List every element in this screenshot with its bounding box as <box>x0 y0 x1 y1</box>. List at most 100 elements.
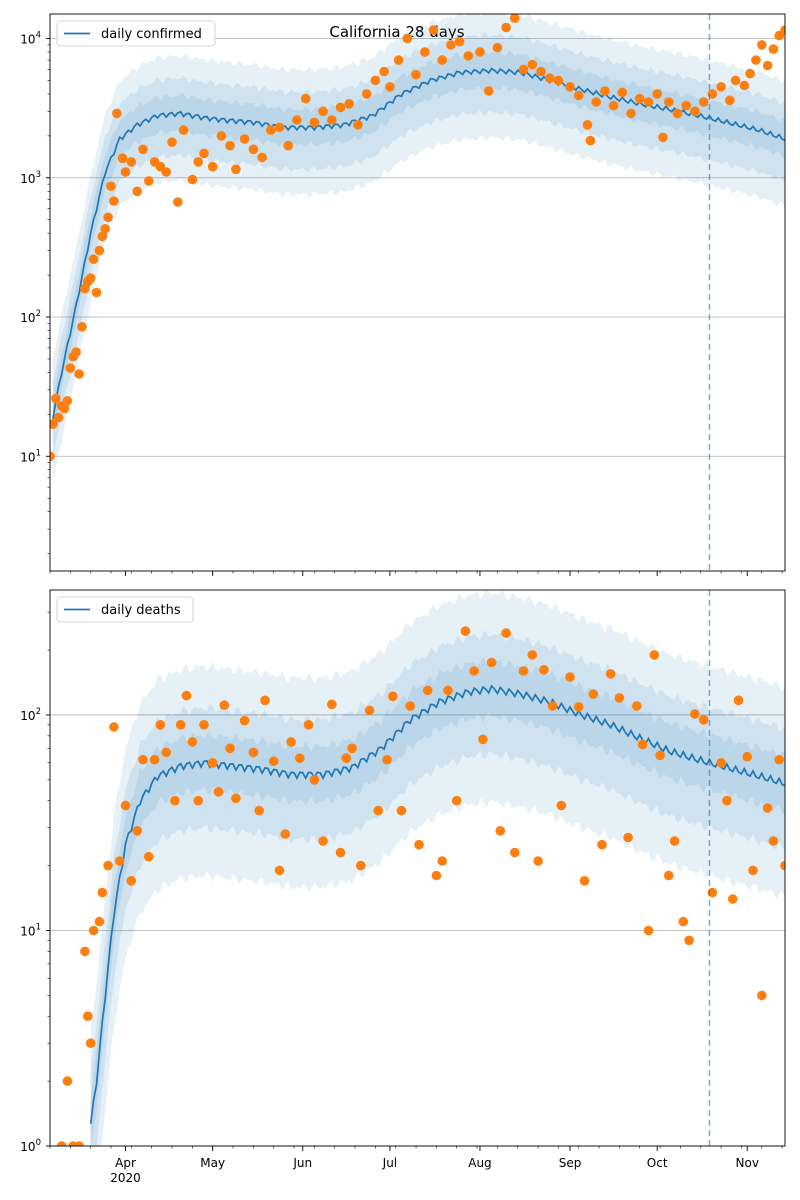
observed-point <box>120 800 131 811</box>
observed-point <box>751 55 761 65</box>
observed-point <box>420 47 430 57</box>
legend: daily confirmed <box>56 20 216 47</box>
observed-point <box>187 737 198 747</box>
uncertainty-band <box>90 590 785 1146</box>
observed-point <box>605 669 616 679</box>
observed-point <box>431 870 442 881</box>
observed-point <box>672 108 683 119</box>
observed-point <box>341 753 352 763</box>
observed-point <box>422 685 433 696</box>
observed-point <box>652 89 662 99</box>
observed-point <box>768 836 779 846</box>
observed-point <box>643 97 654 107</box>
x-tick-label: Apr <box>115 1156 136 1170</box>
observed-point <box>428 25 439 35</box>
observed-point <box>97 887 108 898</box>
observed-point <box>181 690 192 701</box>
y-tick-label: 100 <box>20 1138 41 1154</box>
observed-point <box>402 33 413 44</box>
observed-point <box>536 66 546 77</box>
observed-point <box>62 1076 73 1086</box>
observed-point <box>437 55 448 65</box>
observed-point <box>207 161 218 172</box>
observed-point <box>161 167 171 177</box>
observed-point <box>155 720 166 730</box>
observed-point <box>527 650 538 660</box>
observed-point <box>144 851 154 862</box>
observed-point <box>658 132 668 143</box>
observed-point <box>126 157 137 167</box>
observed-point <box>475 47 485 57</box>
observed-point <box>97 231 108 242</box>
uncertainty-band <box>90 630 785 1146</box>
observed-point <box>167 137 177 147</box>
observed-point <box>248 144 259 155</box>
y-tick-label: 102 <box>20 309 41 325</box>
model-median-line <box>52 67 785 420</box>
observed-point <box>344 99 355 109</box>
observed-point <box>634 93 645 104</box>
observed-point <box>225 743 235 754</box>
observed-point <box>91 287 102 298</box>
observed-point <box>396 805 407 816</box>
observed-point <box>216 131 227 141</box>
observed-point <box>518 666 529 676</box>
observed-point <box>664 97 674 107</box>
observed-point <box>71 347 81 357</box>
observed-point <box>117 153 128 164</box>
observed-point <box>725 95 735 106</box>
observed-point <box>295 753 305 763</box>
x-tick-label: Jun <box>292 1156 312 1170</box>
observed-point <box>280 829 291 839</box>
observed-point <box>132 826 142 836</box>
observed-point <box>178 125 189 135</box>
x-tick-label: Jul <box>382 1156 397 1170</box>
observed-point <box>318 836 328 846</box>
observed-point <box>553 75 564 86</box>
observed-point <box>94 916 105 927</box>
observed-point <box>486 657 497 668</box>
observed-point <box>617 87 628 98</box>
observed-point <box>544 73 555 83</box>
observed-point <box>385 82 395 92</box>
observed-point <box>303 720 314 730</box>
observed-point <box>74 369 84 379</box>
observed-point <box>257 152 267 163</box>
observed-point <box>109 196 119 206</box>
observed-point <box>88 925 99 936</box>
observed-point <box>106 181 116 191</box>
y-tick-label: 104 <box>20 31 41 47</box>
observed-point <box>114 856 125 866</box>
observed-point <box>626 108 636 119</box>
observed-point <box>478 734 488 745</box>
observed-point <box>199 720 209 730</box>
x-tick-label: Sep <box>559 1156 582 1170</box>
observed-point <box>327 699 337 710</box>
observed-point <box>451 795 462 806</box>
observed-point <box>690 709 700 719</box>
observed-point <box>364 705 375 716</box>
observed-point <box>219 700 230 710</box>
uncertainty-band <box>52 32 785 459</box>
observed-point <box>103 860 113 871</box>
observed-point <box>173 197 183 207</box>
observed-point <box>361 89 372 99</box>
observed-point <box>248 747 259 758</box>
observed-point <box>187 174 198 185</box>
observed-point <box>510 847 520 858</box>
observed-point <box>597 839 607 850</box>
observed-point <box>62 396 73 406</box>
observed-point <box>501 22 511 33</box>
observed-point <box>53 412 64 423</box>
observed-point <box>51 393 61 404</box>
observed-point <box>300 93 311 104</box>
observed-point <box>144 176 154 186</box>
observed-point <box>684 935 694 946</box>
observed-point <box>748 865 758 876</box>
observed-point <box>411 69 421 80</box>
observed-point <box>623 832 633 843</box>
uncertainty-band <box>52 14 785 485</box>
observed-point <box>780 860 785 871</box>
observed-point <box>565 672 575 682</box>
legend-label: daily deaths <box>101 603 181 618</box>
